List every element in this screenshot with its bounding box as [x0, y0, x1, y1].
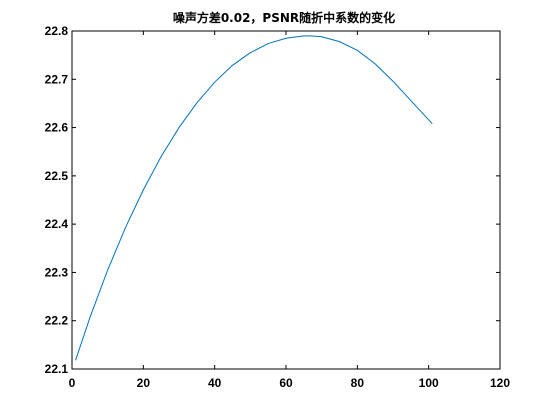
y-tick-label: 22.7 [45, 72, 69, 86]
y-tick-label: 22.4 [45, 217, 69, 231]
x-axis: 0 20 40 60 80 100 120 [69, 31, 510, 390]
y-axis: 22.1 22.2 22.3 22.4 22.5 22.6 22.7 22.8 [45, 24, 500, 376]
x-tick-label: 100 [419, 376, 439, 390]
y-tick-label: 22.2 [45, 314, 69, 328]
plot-area [71, 30, 501, 370]
y-tick-label: 22.1 [45, 362, 69, 376]
x-tick-label: 20 [137, 376, 151, 390]
x-tick-label: 60 [279, 376, 293, 390]
y-tick-label: 22.5 [45, 169, 69, 183]
chart-title: 噪声方差0.02，PSNR随折中系数的变化 [173, 10, 395, 25]
series-layer [75, 35, 433, 361]
y-tick-label: 22.8 [45, 24, 69, 38]
y-tick-label: 22.3 [45, 265, 69, 279]
x-tick-label: 40 [208, 376, 222, 390]
x-tick-label: 120 [490, 376, 510, 390]
y-tick-label: 22.6 [45, 121, 69, 135]
x-tick-label: 80 [351, 376, 365, 390]
series-line [75, 35, 433, 361]
x-tick-label: 0 [69, 376, 76, 390]
